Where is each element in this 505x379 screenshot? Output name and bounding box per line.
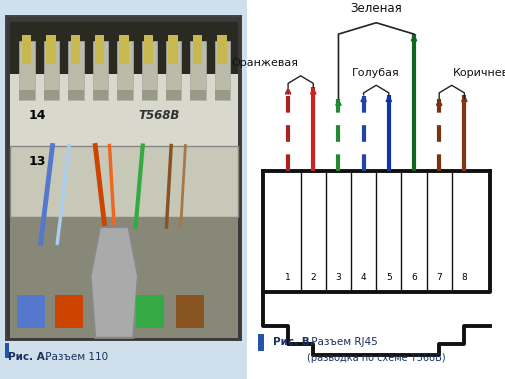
Text: 4: 4 [361,273,367,282]
Bar [10,146,238,217]
Text: 2: 2 [311,273,316,282]
Bar [55,296,83,328]
Bar [190,90,206,100]
Polygon shape [90,227,138,338]
Bar [135,296,164,328]
Bar [193,35,203,64]
Bar [19,41,35,100]
Bar [117,90,132,100]
Bar [190,41,206,100]
Bar [217,35,227,64]
Bar [92,90,108,100]
Text: T568B: T568B [138,110,179,122]
Bar [141,90,157,100]
Bar [117,41,132,100]
Bar [141,41,157,100]
Bar [166,41,181,100]
Bar [44,41,59,100]
Text: 1: 1 [285,273,291,282]
Text: Голубая: Голубая [352,68,400,78]
Bar [22,35,31,64]
Text: 3: 3 [336,273,341,282]
Bar [168,35,178,64]
Bar [92,41,108,100]
Text: Зеленая: Зеленая [350,2,402,15]
Text: Разъем 110: Разъем 110 [42,352,108,362]
Bar [215,90,230,100]
Bar [17,296,45,328]
Text: 6: 6 [411,273,417,282]
Bar [19,90,35,100]
Bar [71,35,80,64]
Text: 14: 14 [29,110,46,122]
Bar [10,22,238,87]
Text: Коричневая: Коричневая [453,68,505,78]
Bar [120,35,129,64]
Text: 13: 13 [29,155,46,168]
Bar [215,41,230,100]
Bar [44,90,59,100]
Bar [176,296,205,328]
Bar [95,35,105,64]
Bar [10,74,238,152]
Bar [166,90,181,100]
Bar [68,90,84,100]
Text: Рис. А.: Рис. А. [8,352,48,362]
Text: 7: 7 [436,273,442,282]
Bar [144,35,154,64]
Bar [46,35,56,64]
Text: Разъем RJ45: Разъем RJ45 [308,337,378,347]
Bar [258,334,264,351]
Text: Оранжевая: Оранжевая [231,58,298,68]
Text: 5: 5 [386,273,392,282]
Text: 8: 8 [462,273,467,282]
Text: (разводка по схеме T568B): (разводка по схеме T568B) [307,353,445,363]
Text: Рис. В.: Рис. В. [273,337,314,347]
Bar [68,41,84,100]
